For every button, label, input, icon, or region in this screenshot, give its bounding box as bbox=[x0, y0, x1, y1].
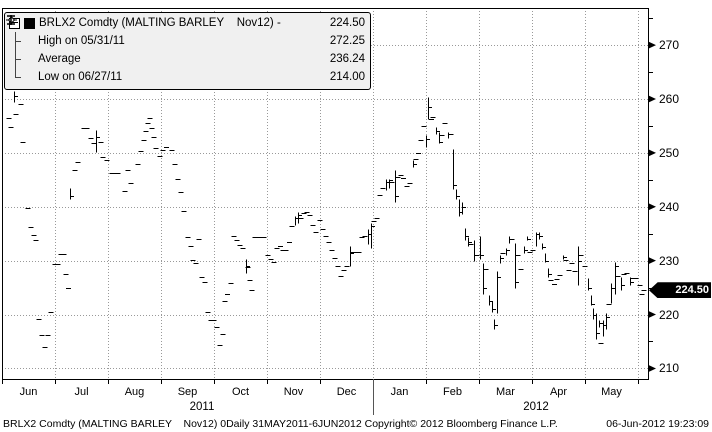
plot-border bbox=[2, 8, 649, 380]
legend-row-high: High on 05/31/11 272.25 bbox=[7, 15, 365, 50]
legend-row-average: Average 236.24 bbox=[6, 16, 365, 68]
x-axis-month-label-mar: Mar bbox=[496, 386, 515, 398]
filled-square-icon bbox=[24, 17, 35, 29]
footer-timestamp: 06-Jun-2012 19:23:09 bbox=[606, 418, 709, 430]
average-label: Average bbox=[38, 53, 81, 65]
tree-branch bbox=[9, 50, 22, 68]
y-axis-major-tick-arrow bbox=[648, 311, 656, 319]
y-axis-label-230: 230 bbox=[659, 253, 680, 268]
low-label: Low on 06/27/11 bbox=[38, 71, 123, 83]
year-label-2012: 2012 bbox=[523, 401, 549, 413]
low-marker-icon bbox=[7, 15, 35, 84]
x-axis-month-label-oct: Oct bbox=[231, 386, 250, 398]
legend-row-low: Low on 06/27/11 214.00 bbox=[7, 15, 365, 86]
y-axis-major-tick-arrow bbox=[648, 41, 656, 49]
legend-row-security: BRLX2 Comdty (MALTING BARLEY Nov12) - 22… bbox=[9, 14, 365, 32]
y-axis-major-tick-arrow bbox=[648, 149, 656, 157]
y-axis-major-tick-arrow bbox=[648, 203, 656, 211]
security-label: BRLX2 Comdty (MALTING BARLEY Nov12) - bbox=[39, 17, 281, 29]
tree-branch bbox=[9, 32, 22, 50]
x-axis-month-label-apr: Apr bbox=[549, 386, 568, 398]
last-price-value: 224.50 bbox=[675, 284, 709, 297]
high-marker-icon bbox=[7, 15, 35, 48]
tree-branch-end bbox=[9, 68, 22, 86]
x-axis-month-label-may: May bbox=[601, 386, 622, 398]
x-axis-month-label-jul: Jul bbox=[74, 386, 89, 398]
tree-collapse-icon[interactable] bbox=[9, 17, 20, 29]
y-axis-label-270: 270 bbox=[659, 38, 680, 53]
security-last-value: 224.50 bbox=[329, 17, 365, 29]
high-label: High on 05/31/11 bbox=[38, 35, 125, 47]
y-axis-label-220: 220 bbox=[659, 307, 680, 322]
x-axis-month-label-sep: Sep bbox=[177, 386, 198, 398]
y-axis-label-210: 210 bbox=[659, 361, 680, 376]
footer-description: BRLX2 Comdty (MALTING BARLEY Nov12) 0Dai… bbox=[3, 418, 558, 430]
x-axis-month-label-dec: Dec bbox=[336, 386, 357, 398]
y-axis-major-tick-arrow bbox=[648, 364, 656, 372]
x-axis-month-label-nov: Nov bbox=[283, 386, 304, 398]
y-axis-major-tick-arrow bbox=[648, 95, 656, 103]
x-axis-month-label-aug: Aug bbox=[124, 386, 145, 398]
high-value: 272.25 bbox=[329, 35, 365, 47]
y-axis-major-tick-arrow bbox=[648, 257, 656, 265]
x-axis-month-label-jun: Jun bbox=[19, 386, 38, 398]
y-axis-label-260: 260 bbox=[659, 91, 680, 106]
footer-bar: BRLX2 Comdty (MALTING BARLEY Nov12) 0Dai… bbox=[3, 418, 709, 430]
average-value: 236.24 bbox=[329, 53, 365, 65]
year-label-2011: 2011 bbox=[189, 401, 215, 413]
y-axis-label-240: 240 bbox=[659, 199, 680, 214]
average-marker-icon bbox=[6, 16, 35, 66]
x-axis-month-label-feb: Feb bbox=[443, 386, 462, 398]
x-axis-month-label-jan: Jan bbox=[390, 386, 409, 398]
low-value: 214.00 bbox=[329, 71, 365, 83]
legend-box: BRLX2 Comdty (MALTING BARLEY Nov12) - 22… bbox=[4, 12, 371, 90]
last-price-badge: 224.50 bbox=[649, 282, 711, 299]
y-axis-label-250: 250 bbox=[659, 145, 680, 160]
